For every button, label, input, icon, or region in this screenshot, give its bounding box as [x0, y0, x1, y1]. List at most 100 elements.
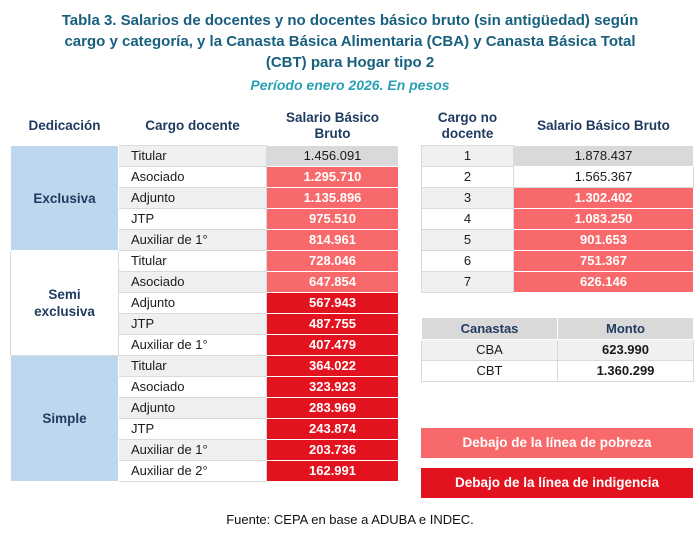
salario-cell: 814.961	[266, 229, 399, 251]
cargo-cell: Asociado	[118, 376, 267, 398]
canastas-header-row: Canastas Monto	[421, 317, 694, 340]
cargo-cell: Adjunto	[118, 292, 267, 314]
page-title-line-2: cargo y categoría, y la Canasta Básica A…	[64, 33, 636, 50]
categoria-cell: 1	[421, 145, 514, 167]
salario-cell: 1.456.091	[266, 145, 399, 167]
salario-cell: 751.367	[513, 250, 694, 272]
salario-cell: 407.479	[266, 334, 399, 356]
cargo-cell: Adjunto	[118, 187, 267, 209]
salario-cell: 323.923	[266, 376, 399, 398]
categoria-cell: 5	[421, 229, 514, 251]
categoria-cell: 7	[421, 271, 514, 293]
dedicacion-cell: Simple	[10, 355, 119, 482]
docente-row: Adjunto 1.135.896	[11, 187, 399, 209]
page-title-line-1: Tabla 3. Salarios de docentes y no docen…	[61, 12, 639, 29]
col-header-salario-docente: Salario Básico Bruto	[266, 107, 399, 146]
canasta-monto-cell: 1.360.299	[557, 360, 694, 382]
cargo-cell: Titular	[118, 145, 267, 167]
col-header-canastas: Canastas	[421, 317, 558, 340]
canastas-table-header: Canastas Monto	[421, 317, 694, 340]
salario-cell: 243.874	[266, 418, 399, 440]
salario-cell: 1.565.367	[513, 166, 694, 188]
docente-row: Auxiliar de 2° 162.991	[11, 460, 399, 482]
page-subtitle: Período enero 2026. En pesos	[250, 77, 450, 93]
canastas-table: Canastas Monto CBA 623.990 CBT 1.360.299	[421, 317, 694, 382]
docente-row: Semi exclusiva Titular 728.046	[10, 250, 399, 356]
salario-cell: 975.510	[266, 208, 399, 230]
page-title-line-3: (CBT) para Hogar tipo 2	[265, 54, 435, 71]
col-header-cargo-no-docente: Cargo no docente	[421, 107, 514, 146]
nodocente-row: 6 751.367	[421, 250, 694, 272]
docente-header-row: Dedicación Cargo docente Salario Básico …	[10, 107, 399, 146]
categoria-cell: 2	[421, 166, 514, 188]
nodocente-table-header: Cargo no docente Salario Básico Bruto	[421, 107, 694, 146]
canasta-row: CBA 623.990	[421, 339, 694, 361]
col-header-salario-no-docente: Salario Básico Bruto	[513, 107, 694, 146]
salario-cell: 1.135.896	[266, 187, 399, 209]
salario-cell: 364.022	[266, 355, 399, 377]
dedicacion-cell: Semi exclusiva	[10, 250, 119, 356]
cargo-cell: Titular	[118, 355, 267, 377]
cargo-cell: Auxiliar de 1°	[118, 334, 267, 356]
title-block: Tabla 3. Salarios de docentes y no docen…	[10, 10, 690, 93]
nodocente-header-row: Cargo no docente Salario Básico Bruto	[421, 107, 694, 146]
source-note: Fuente: CEPA en base a ADUBA e INDEC.	[226, 512, 474, 527]
salarios-docentes-table: Dedicación Cargo docente Salario Básico …	[10, 107, 399, 482]
docente-row: Asociado 323.923	[11, 376, 399, 398]
legend-indigencia-label: Debajo de la línea de indigencia	[421, 468, 693, 498]
cargo-cell: Auxiliar de 2°	[118, 460, 267, 482]
nodocente-row: 3 1.302.402	[421, 187, 694, 209]
docente-row: Adjunto 283.969	[11, 397, 399, 419]
salario-cell: 1.083.250	[513, 208, 694, 230]
canasta-name-cell: CBA	[421, 339, 558, 361]
categoria-cell: 3	[421, 187, 514, 209]
salario-cell: 1.295.710	[266, 166, 399, 188]
col-header-dedicacion: Dedicación	[10, 107, 119, 146]
cargo-cell: Asociado	[118, 271, 267, 293]
content-area: Dedicación Cargo docente Salario Básico …	[10, 107, 694, 498]
salario-cell: 1.878.437	[513, 145, 694, 167]
docente-row: Exclusiva Titular 1.456.091	[10, 145, 399, 251]
salario-cell: 647.854	[266, 271, 399, 293]
docente-row: JTP 487.755	[11, 313, 399, 335]
docente-row: Auxiliar de 1° 407.479	[11, 334, 399, 356]
dedicacion-cell: Exclusiva	[10, 145, 119, 251]
cargo-cell: JTP	[118, 418, 267, 440]
docente-row: Auxiliar de 1° 203.736	[11, 439, 399, 461]
salario-cell: 567.943	[266, 292, 399, 314]
cargo-cell: JTP	[118, 208, 267, 230]
canastas-table-body: CBA 623.990 CBT 1.360.299	[421, 339, 694, 382]
canasta-row: CBT 1.360.299	[421, 360, 694, 382]
docente-row: Asociado 647.854	[11, 271, 399, 293]
salario-cell: 162.991	[266, 460, 399, 482]
salario-cell: 283.969	[266, 397, 399, 419]
col-header-monto: Monto	[557, 317, 694, 340]
docente-table-body: Exclusiva Titular 1.456.091 Asociado 1.295.7…	[10, 145, 399, 482]
nodocente-row: 7 626.146	[421, 271, 694, 293]
nodocente-table-body: 1 1.878.437 2 1.565.367 3 1.302.402 4 1.083.250…	[421, 145, 694, 293]
nodocente-row: 4 1.083.250	[421, 208, 694, 230]
canasta-name-cell: CBT	[421, 360, 558, 382]
salario-cell: 203.736	[266, 439, 399, 461]
nodocente-row: 2 1.565.367	[421, 166, 694, 188]
salario-cell: 626.146	[513, 271, 694, 293]
cargo-cell: JTP	[118, 313, 267, 335]
docente-row: Asociado 1.295.710	[11, 166, 399, 188]
salario-cell: 1.302.402	[513, 187, 694, 209]
docente-row: Adjunto 567.943	[11, 292, 399, 314]
cargo-cell: Adjunto	[118, 397, 267, 419]
col-header-cargo-docente: Cargo docente	[118, 107, 267, 146]
nodocente-row: 1 1.878.437	[421, 145, 694, 167]
docente-row: JTP 975.510	[11, 208, 399, 230]
docente-table-header: Dedicación Cargo docente Salario Básico …	[10, 107, 399, 146]
salario-cell: 901.653	[513, 229, 694, 251]
categoria-cell: 6	[421, 250, 514, 272]
salario-cell: 487.755	[266, 313, 399, 335]
cargo-cell: Auxiliar de 1°	[118, 439, 267, 461]
salario-cell: 728.046	[266, 250, 399, 272]
legend-pobreza-label: Debajo de la línea de pobreza	[421, 428, 693, 458]
categoria-cell: 4	[421, 208, 514, 230]
